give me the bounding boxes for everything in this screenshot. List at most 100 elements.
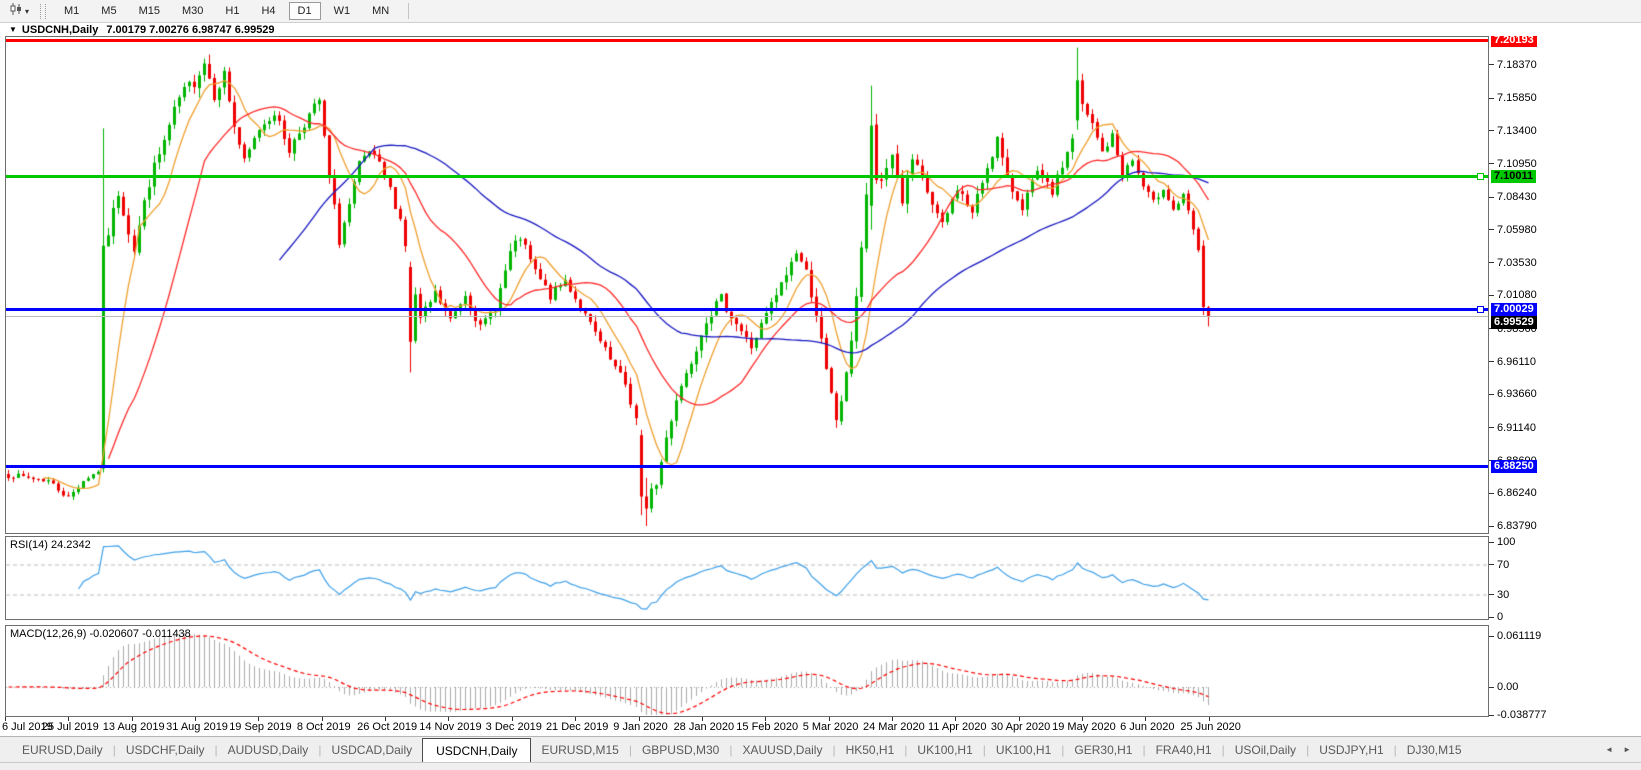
price-tick-label: 7.10950 [1497, 157, 1537, 170]
line-handle-support-line-1[interactable] [1477, 305, 1484, 313]
time-tick-label: 3 Dec 2019 [485, 721, 542, 733]
period-button-m15[interactable]: M15 [138, 5, 160, 17]
tab-dj30-m15[interactable]: DJ30,M15 [1406, 743, 1462, 757]
time-tick-label: 19 Sep 2019 [229, 721, 292, 733]
chart-tabs: EURUSD,Daily | USDCHF,Daily | AUDUSD,Daily | U… [12, 737, 1472, 762]
hline-support-line-1[interactable] [6, 307, 1488, 311]
scroll-left-icon[interactable]: ◄ [1605, 745, 1614, 754]
tab-usdchf-daily[interactable]: USDCHF,Daily [125, 743, 205, 757]
tab-uk100-h1[interactable]: UK100,H1 [995, 743, 1052, 757]
tab-ger30-h1[interactable]: GER30,H1 [1074, 743, 1133, 757]
time-tick [385, 717, 387, 721]
price-badge-resistance-line: 7.20193 [1491, 33, 1537, 47]
period-button-d1[interactable]: D1 [288, 2, 321, 20]
hline-pivot-line[interactable] [6, 174, 1488, 178]
time-tick-label: 21 Dec 2019 [545, 721, 609, 733]
price-tick-label: 6.86240 [1497, 487, 1537, 500]
time-tick [195, 717, 197, 721]
time-tick-label: 8 Oct 2019 [296, 721, 351, 733]
timeframe-toolbar: M1 M5 M15 M30 H1 H4 D1 W1 MN [53, 2, 400, 20]
tab-separator: | [628, 743, 632, 757]
time-tick-label: 25 Jul 2019 [41, 721, 99, 733]
price-tick-label: 7.03530 [1497, 256, 1537, 269]
price-tick [1489, 361, 1494, 363]
tab-usoil-daily[interactable]: USOil,Daily [1234, 743, 1297, 757]
price-tick [1489, 492, 1494, 494]
time-tick [1018, 717, 1020, 721]
time-tick [131, 717, 133, 721]
collapse-caret-icon[interactable]: ▼ [9, 25, 17, 34]
macd-tick-label: 0.061119 [1497, 630, 1542, 643]
price-tick-label: 6.83790 [1497, 520, 1537, 532]
rsi-tick-label: 70 [1497, 558, 1510, 571]
line-handle-pivot-line[interactable] [1477, 172, 1484, 180]
time-tick-label: 6 Jul 2019 [2, 721, 53, 733]
period-button-mn[interactable]: MN [372, 5, 390, 17]
hline-resistance-line[interactable] [6, 38, 1488, 42]
rsi-tick-label: 0 [1497, 611, 1504, 623]
tab-usdcnh-daily[interactable]: USDCNH,Daily [422, 738, 532, 762]
price-badge-support-line-2: 6.88250 [1491, 460, 1537, 473]
rsi-tick [1489, 564, 1494, 565]
price-tick [1489, 262, 1494, 264]
period-button-m5[interactable]: M5 [101, 5, 117, 17]
period-button-w1[interactable]: W1 [333, 5, 351, 17]
tab-hk50-h1[interactable]: HK50,H1 [845, 743, 895, 757]
time-tick-label: 11 Apr 2020 [927, 721, 987, 733]
price-badge-support-line-1: 7.00029 [1491, 302, 1537, 316]
chevron-down-icon: ▾ [25, 6, 30, 16]
time-tick [575, 717, 577, 721]
time-tick-label: 28 Jan 2020 [673, 721, 735, 733]
time-tick-label: 15 Feb 2020 [736, 721, 799, 733]
time-tick-label: 14 Nov 2019 [419, 721, 482, 733]
tab-uk100-h1[interactable]: UK100,H1 [917, 743, 973, 757]
tab-fra40-h1[interactable]: FRA40,H1 [1155, 743, 1212, 757]
time-tick [955, 717, 957, 721]
tab-xauusd-daily[interactable]: XAUUSD,Daily [742, 743, 823, 757]
time-tick-label: 6 Jun 2020 [1120, 721, 1175, 733]
time-tick [1081, 717, 1083, 721]
tab-eurusd-m15[interactable]: EURUSD,M15 [541, 743, 619, 757]
rsi-tick-label: 100 [1497, 536, 1516, 548]
time-tick-label: 31 Aug 2019 [166, 721, 228, 733]
price-tick [1489, 64, 1494, 66]
period-button-h1[interactable]: H1 [225, 5, 240, 17]
chart-tool-button[interactable]: ▾ [4, 0, 34, 23]
rsi-tick [1489, 616, 1494, 618]
tab-eurusd-daily[interactable]: EURUSD,Daily [22, 743, 103, 757]
time-tick [321, 717, 323, 721]
price-tick-label: 7.18370 [1497, 58, 1537, 71]
price-tick-label: 7.15850 [1497, 92, 1537, 105]
time-tick [1145, 717, 1147, 721]
toolbar-grip[interactable] [40, 3, 47, 19]
tab-usdcad-daily[interactable]: USDCAD,Daily [331, 743, 413, 757]
tab-separator: | [318, 743, 322, 757]
price-tick [1489, 163, 1494, 165]
time-tick-label: 24 Mar 2020 [863, 721, 925, 733]
tab-separator: | [729, 743, 733, 757]
period-button-h4[interactable]: H4 [261, 5, 276, 17]
time-tick [701, 717, 703, 721]
tab-separator: | [832, 743, 836, 757]
hline-support-line-2[interactable] [6, 465, 1488, 468]
tab-usdjpy-h1[interactable]: USDJPY,H1 [1319, 743, 1384, 757]
rsi-tick [1489, 594, 1494, 595]
time-tick [765, 717, 767, 721]
scroll-right-icon[interactable]: ► [1623, 745, 1631, 754]
time-tick [5, 717, 6, 721]
time-tick [828, 717, 830, 721]
macd-tick-label: 0.00 [1497, 681, 1519, 693]
tab-separator: | [1221, 743, 1225, 757]
period-button-m30[interactable]: M30 [181, 5, 204, 17]
time-tick-label: 19 May 2020 [1052, 721, 1116, 733]
price-tick [1489, 229, 1494, 231]
time-tick-label: 26 Oct 2019 [357, 721, 418, 733]
tab-gbpusd-m30[interactable]: GBPUSD,M30 [641, 743, 720, 757]
period-button-m1[interactable]: M1 [64, 5, 80, 17]
macd-tick [1489, 714, 1494, 716]
chart-ohlc-label: 7.00179 7.00276 6.98747 6.99529 [106, 23, 275, 36]
tab-audusd-daily[interactable]: AUDUSD,Daily [227, 743, 309, 757]
current-price-line [6, 316, 1488, 318]
